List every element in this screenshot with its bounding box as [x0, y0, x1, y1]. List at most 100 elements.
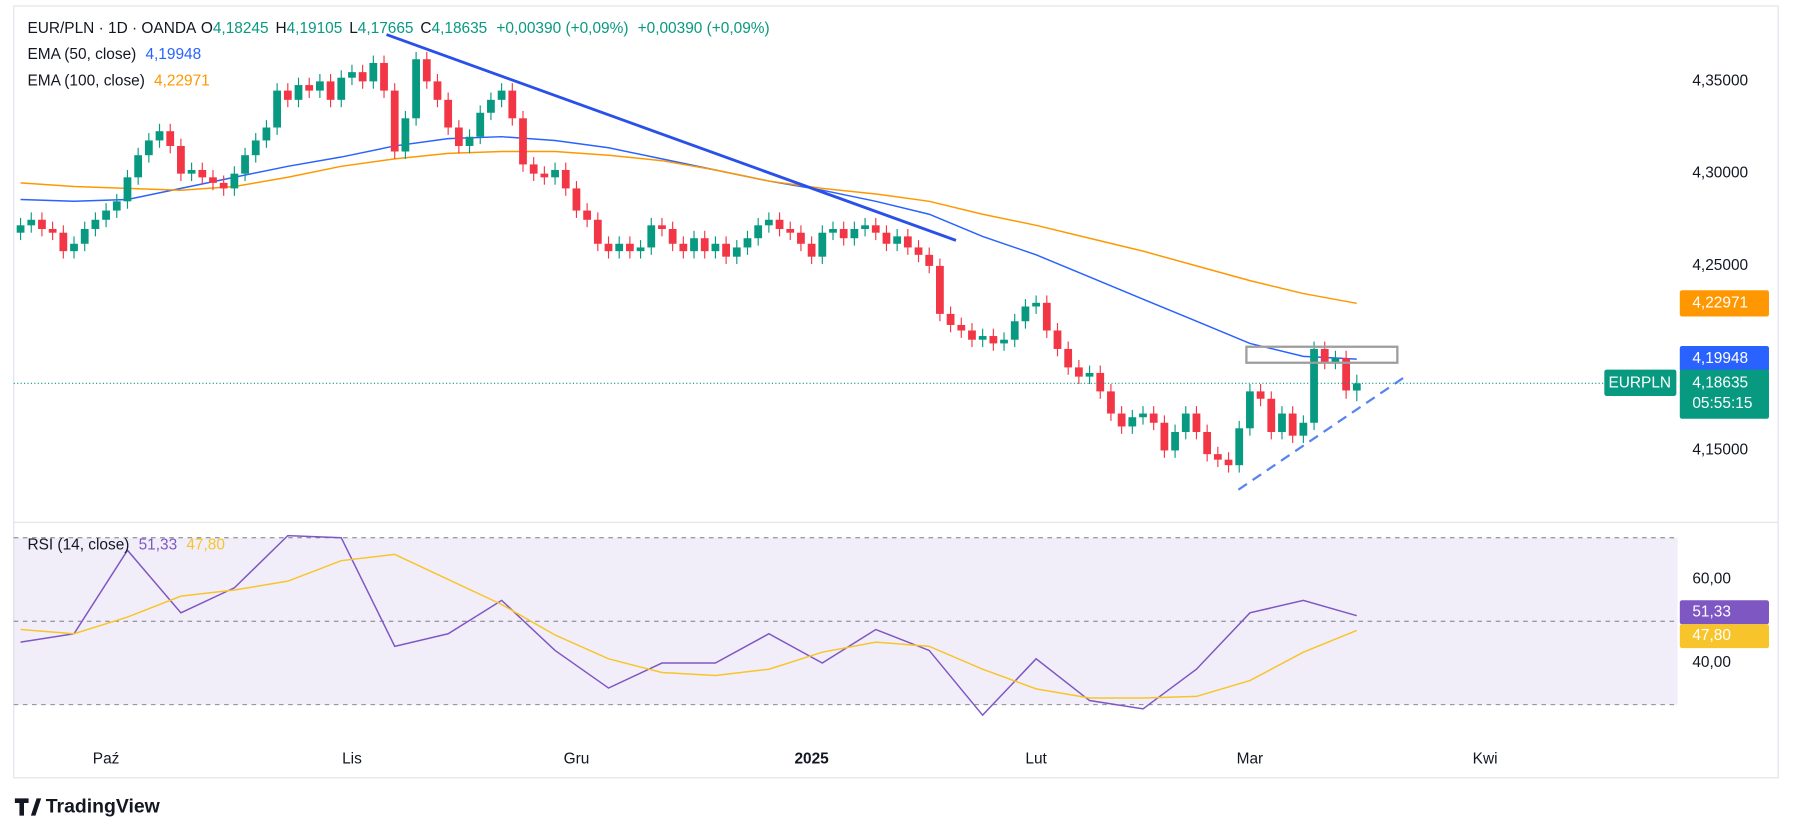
- candle-body: [1042, 302, 1051, 331]
- candle-body: [593, 219, 602, 244]
- header: EUR/PLN · 1D · OANDA O4,18245 H4,19105 L4,1…: [27, 20, 769, 37]
- candle-body: [476, 112, 485, 137]
- ohlc-value: 4,18245: [213, 20, 269, 37]
- candle-body: [294, 85, 303, 100]
- indicator-line: [20, 150, 1357, 305]
- candle-body: [1000, 339, 1008, 344]
- candle-body: [1331, 358, 1340, 362]
- legend-ema100: EMA (100, close) 4,22971: [27, 73, 209, 90]
- candle-body: [380, 62, 388, 91]
- ohlc-key: H: [275, 20, 286, 37]
- candle-body: [583, 210, 592, 220]
- ohlc-value: 4,19105: [287, 20, 343, 37]
- price-badge-text: 4,19948: [1692, 350, 1748, 367]
- candle-body: [59, 232, 68, 252]
- candle-body: [337, 77, 346, 100]
- candle-body: [251, 140, 260, 156]
- candle-body: [1224, 459, 1233, 466]
- last-price-badge: [1679, 369, 1769, 419]
- candle-body: [112, 201, 121, 211]
- candle-body: [209, 177, 217, 183]
- candle-body: [1064, 348, 1073, 368]
- legend-ema50: EMA (50, close) 4,19948: [27, 46, 201, 63]
- candle-body: [230, 173, 239, 189]
- candle-body: [604, 243, 613, 252]
- candle-body: [861, 225, 869, 230]
- candle-body: [123, 177, 132, 202]
- candle-body: [658, 225, 666, 230]
- indicator-line: [20, 553, 1358, 699]
- candle-body: [519, 118, 527, 165]
- candle-body: [1053, 330, 1062, 349]
- candle-body: [679, 243, 688, 252]
- legend-name: EMA (50, close): [27, 46, 136, 63]
- candle-body: [647, 225, 656, 248]
- plot-area: [13, 51, 1678, 717]
- candle-body: [839, 229, 848, 239]
- price-badge: [1679, 290, 1769, 317]
- candle-body: [315, 81, 324, 91]
- candle-body: [797, 232, 805, 244]
- candle-body: [968, 330, 976, 340]
- candle-body: [487, 99, 495, 113]
- candle-body: [668, 229, 677, 244]
- candle-body: [903, 236, 912, 248]
- candle-body: [401, 118, 410, 152]
- candle-body: [1085, 372, 1094, 377]
- candle-body: [16, 225, 25, 233]
- ohlc-key: O: [201, 20, 213, 37]
- candle-body: [454, 127, 463, 146]
- legend-name: EMA (100, close): [27, 73, 144, 90]
- legend-rsi: RSI (14, close) 51,33 47,80: [27, 537, 224, 554]
- candle-body: [551, 169, 559, 178]
- symbol: EUR/PLN · 1D · OANDA: [27, 20, 197, 37]
- candle-body: [1352, 383, 1361, 391]
- candle-body: [102, 210, 110, 220]
- price-badge-text: 4,22971: [1692, 294, 1748, 311]
- legend-value: 47,80: [186, 537, 225, 554]
- candle-body: [1192, 413, 1201, 432]
- rsi-badge: [1679, 600, 1769, 625]
- change: +0,00390 (+0,09%): [496, 20, 628, 37]
- candle-body: [262, 127, 271, 141]
- candle-body: [144, 140, 153, 156]
- change: +0,00390 (+0,09%): [638, 20, 770, 37]
- candle-body: [882, 232, 891, 244]
- candle-body: [1267, 398, 1276, 432]
- candle-body: [572, 188, 581, 211]
- legend-value: 4,22971: [154, 73, 210, 90]
- candle-body: [1149, 413, 1158, 423]
- ohlc-value: 4,17665: [358, 20, 414, 37]
- y-tick-label: 60,00: [1692, 571, 1731, 588]
- candle-body: [1342, 358, 1351, 391]
- candle-body: [711, 243, 720, 252]
- logo: TradingView: [14, 796, 161, 818]
- candle-body: [1139, 413, 1147, 418]
- countdown: 05:55:15: [1692, 395, 1752, 412]
- candle-body: [219, 182, 228, 189]
- candle-body: [241, 155, 249, 174]
- rsi-badge: [1679, 624, 1769, 649]
- x-tick-label: 2025: [794, 751, 829, 768]
- candle-body: [283, 90, 292, 100]
- legend-value: 51,33: [139, 537, 178, 554]
- candle-body: [957, 324, 966, 331]
- ohlc-key: C: [420, 20, 431, 37]
- candle-body: [1310, 348, 1318, 423]
- candle-body: [177, 145, 185, 174]
- candle-body: [1171, 431, 1179, 451]
- candle-body: [187, 169, 196, 174]
- candle-body: [1288, 413, 1297, 436]
- candle-body: [1096, 372, 1105, 392]
- candle-body: [422, 59, 431, 82]
- candle-body: [1181, 413, 1190, 432]
- candle-body: [1256, 391, 1265, 399]
- candle-body: [1320, 348, 1329, 362]
- candle-body: [936, 265, 944, 314]
- candle-body: [989, 336, 998, 344]
- symbol-badge: [1604, 369, 1677, 396]
- candle-body: [529, 164, 538, 174]
- candle-body: [508, 90, 517, 119]
- candle-body: [636, 247, 645, 252]
